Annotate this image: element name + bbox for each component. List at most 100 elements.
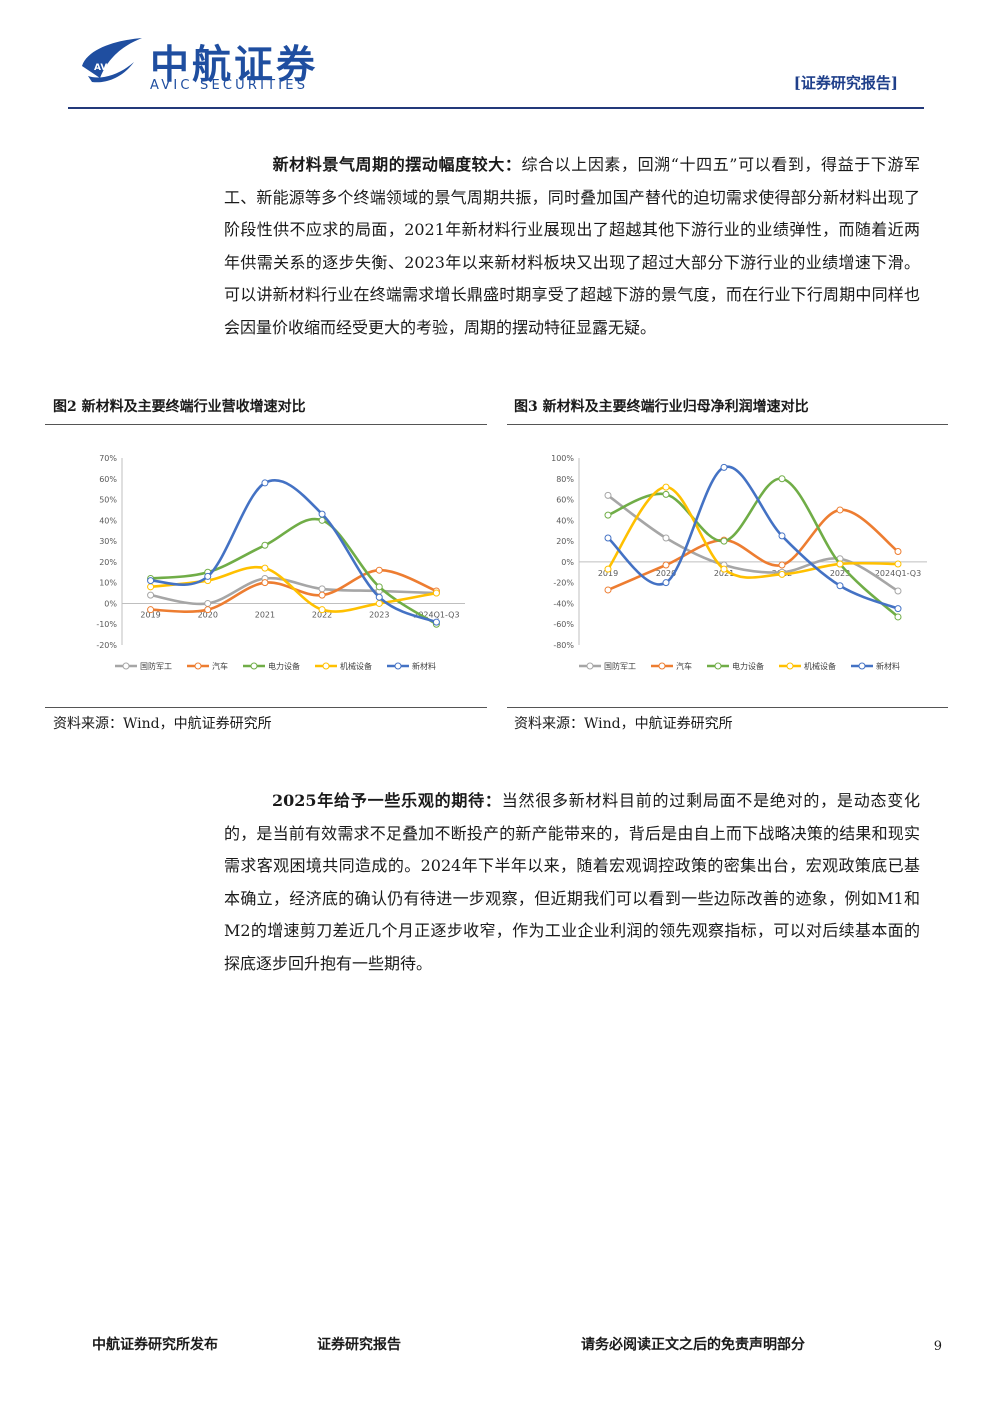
x-tick-label: 2024Q1-Q3 bbox=[413, 610, 459, 619]
legend-marker bbox=[714, 662, 722, 670]
y-tick-label: -10% bbox=[96, 620, 117, 629]
footer-report-type: 证券研究报告 bbox=[317, 1337, 401, 1353]
data-point bbox=[375, 583, 383, 591]
data-point bbox=[836, 582, 844, 590]
data-point bbox=[778, 532, 786, 540]
data-point bbox=[894, 587, 902, 595]
data-point bbox=[147, 583, 155, 591]
legend-marker bbox=[194, 662, 202, 670]
series-line bbox=[607, 494, 899, 593]
avic-logo-icon: AVIC bbox=[82, 38, 142, 83]
y-tick-label: -40% bbox=[553, 599, 574, 608]
data-point bbox=[147, 591, 155, 599]
y-tick-label: -80% bbox=[553, 641, 574, 650]
legend-marker bbox=[250, 662, 258, 670]
y-tick-label: 20% bbox=[99, 558, 117, 567]
legend-label: 汽车 bbox=[676, 661, 692, 671]
y-tick-label: 20% bbox=[556, 537, 574, 546]
data-point bbox=[318, 510, 326, 518]
data-point bbox=[894, 613, 902, 621]
header-divider bbox=[68, 107, 924, 109]
data-point bbox=[147, 606, 155, 614]
figure3-top-rule bbox=[507, 424, 948, 425]
data-point bbox=[778, 475, 786, 483]
legend-marker bbox=[322, 662, 330, 670]
x-tick-label: 2019 bbox=[598, 569, 618, 578]
legend-label: 机械设备 bbox=[340, 661, 372, 671]
legend-label: 国防军工 bbox=[604, 661, 636, 671]
legend-label: 汽车 bbox=[212, 661, 228, 671]
paragraph-outlook: 2025年给予一些乐观的期待：当然很多新材料目前的过剩局面不是绝对的，是动态变化… bbox=[224, 785, 920, 981]
x-tick-label: 2021 bbox=[714, 569, 734, 578]
legend-label: 新材料 bbox=[412, 661, 436, 671]
data-point bbox=[604, 586, 612, 594]
y-tick-label: 0% bbox=[561, 558, 574, 567]
y-tick-label: 100% bbox=[551, 454, 574, 463]
y-tick-label: 30% bbox=[99, 537, 117, 546]
y-tick-label: 40% bbox=[556, 516, 574, 525]
data-point bbox=[375, 593, 383, 601]
footer-publisher: 中航证券研究所发布 bbox=[92, 1337, 218, 1353]
legend-marker bbox=[786, 662, 794, 670]
brand-name-cn: 中航证券 bbox=[150, 43, 319, 88]
legend-marker bbox=[122, 662, 130, 670]
data-point bbox=[662, 483, 670, 491]
y-tick-label: 0% bbox=[104, 599, 117, 608]
data-point bbox=[204, 606, 212, 614]
data-point bbox=[261, 564, 269, 572]
data-point bbox=[894, 548, 902, 555]
data-point bbox=[318, 585, 326, 593]
y-tick-label: 40% bbox=[99, 516, 117, 525]
x-tick-label: 2023 bbox=[369, 610, 389, 619]
paragraph-body: 当然很多新材料目前的过剩局面不是绝对的，是动态变化的，是当前有效需求不足叠加不断… bbox=[224, 791, 920, 973]
figure3-profit-chart: -80% -60% -40% -20% 0% 20% 40% 60% 80% 100% 2019 20… bbox=[551, 454, 927, 671]
data-point bbox=[894, 560, 902, 568]
data-point bbox=[836, 506, 844, 514]
data-point bbox=[604, 491, 612, 499]
brand-name-en: AVIC SECURITIES bbox=[150, 78, 309, 93]
y-tick-label: 60% bbox=[99, 475, 117, 484]
legend-label: 国防军工 bbox=[140, 661, 172, 671]
figure3-title: 图3 新材料及主要终端行业归母净利润增速对比 bbox=[514, 399, 809, 415]
legend-marker bbox=[658, 662, 666, 670]
data-point bbox=[662, 579, 670, 587]
data-point bbox=[375, 566, 383, 574]
y-tick-label: -20% bbox=[96, 641, 117, 650]
legend-marker bbox=[858, 662, 866, 670]
x-tick-label: 2022 bbox=[312, 610, 332, 619]
data-point bbox=[662, 534, 670, 542]
series-line bbox=[607, 465, 899, 610]
data-point bbox=[432, 618, 440, 626]
paragraph-lead: 新材料景气周期的摆动幅度较大： bbox=[272, 155, 522, 174]
legend-label: 电力设备 bbox=[268, 661, 300, 671]
data-point bbox=[432, 589, 440, 597]
x-tick-label: 2024Q1-Q3 bbox=[875, 569, 921, 578]
figure2-source: 资料来源：Wind，中航证券研究所 bbox=[53, 716, 272, 732]
data-point bbox=[604, 565, 612, 573]
data-point bbox=[375, 599, 383, 607]
y-tick-label: 60% bbox=[556, 496, 574, 505]
data-point bbox=[662, 490, 670, 498]
report-type-tag: [证券研究报告] bbox=[793, 74, 898, 92]
data-point bbox=[204, 599, 212, 607]
footer-disclaimer: 请务必阅读正文之后的免责声明部分 bbox=[581, 1337, 805, 1353]
figure2-title: 图2 新材料及主要终端行业营收增速对比 bbox=[53, 399, 306, 415]
y-tick-label: -60% bbox=[553, 620, 574, 629]
data-point bbox=[261, 579, 269, 587]
data-point bbox=[720, 565, 728, 573]
series-line bbox=[607, 477, 899, 618]
data-point bbox=[318, 606, 326, 614]
figure2-bottom-rule bbox=[45, 707, 487, 708]
y-tick-label: -20% bbox=[553, 579, 574, 588]
x-tick-label: 2019 bbox=[140, 610, 160, 619]
paragraph-body: 综合以上因素，回溯“十四五”可以看到，得益于下游军工、新能源等多个终端领域的景气… bbox=[224, 155, 920, 337]
page-number: 9 bbox=[933, 1339, 942, 1354]
figure3-source: 资料来源：Wind，中航证券研究所 bbox=[514, 716, 733, 732]
data-point bbox=[662, 561, 670, 569]
data-point bbox=[604, 511, 612, 519]
y-tick-label: 80% bbox=[556, 475, 574, 484]
x-tick-label: 2021 bbox=[255, 610, 275, 619]
data-point bbox=[836, 560, 844, 568]
y-tick-label: 10% bbox=[99, 579, 117, 588]
paragraph-cycle: 新材料景气周期的摆动幅度较大：综合以上因素，回溯“十四五”可以看到，得益于下游军… bbox=[224, 149, 920, 345]
